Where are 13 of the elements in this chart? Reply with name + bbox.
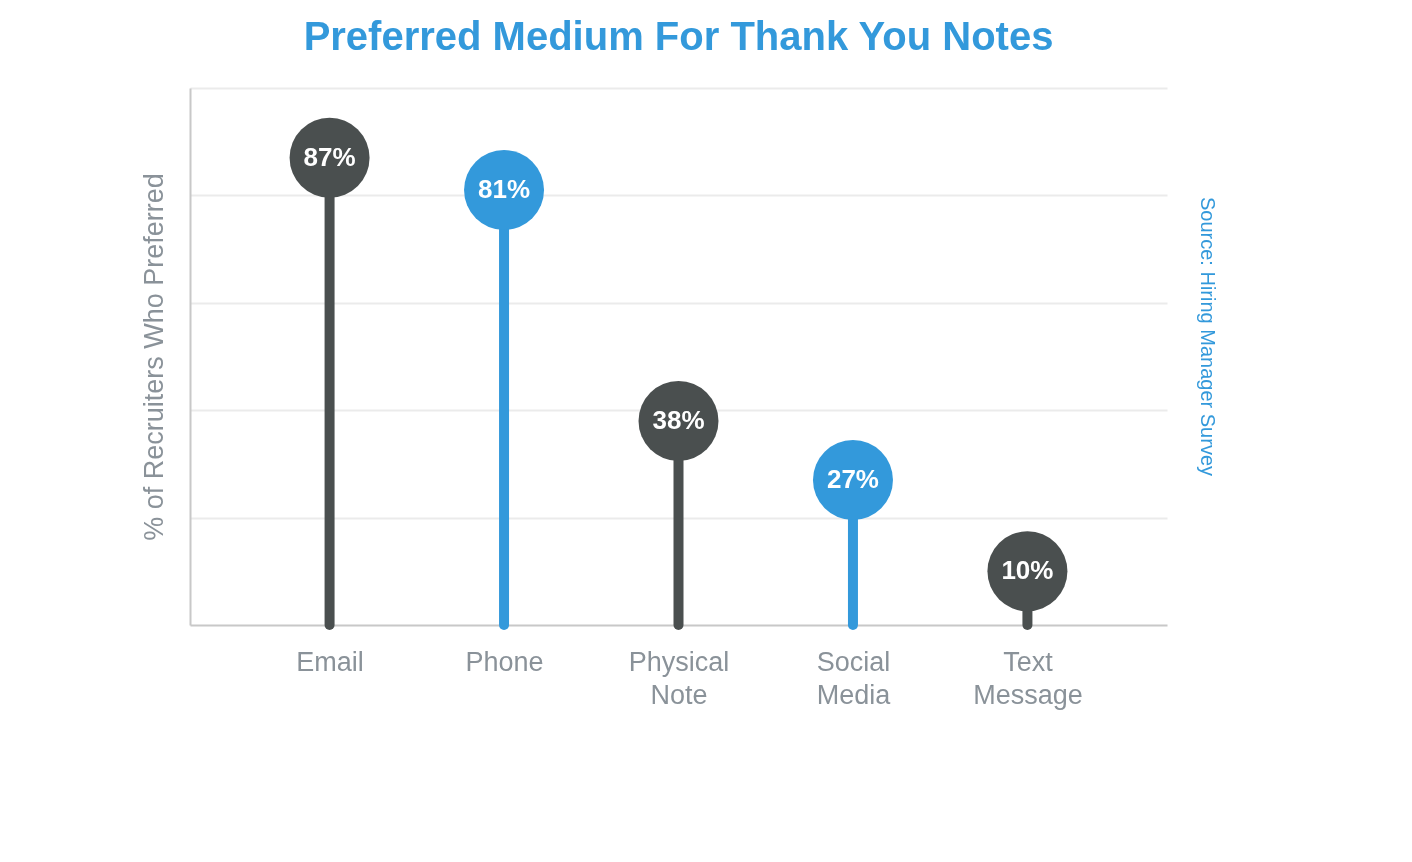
data-label: 38% [652,404,705,435]
chart-title: Preferred Medium For Thank You Notes [303,14,1054,58]
y-axis-title: % of Recruiters Who Preferred [138,173,169,541]
data-label: 81% [478,174,531,205]
data-label: 87% [303,141,356,172]
source-note: Source: Hiring Manager Survey [1197,196,1219,477]
data-label: 27% [826,464,879,495]
x-tick-label: Text Message [973,646,1083,710]
data-label: 10% [1001,555,1054,586]
x-tick-label: Physical Note [628,646,730,710]
x-tick-label: Email [296,646,364,677]
x-tick-label: Phone [465,646,544,677]
x-tick-label: Social Media [816,646,892,710]
